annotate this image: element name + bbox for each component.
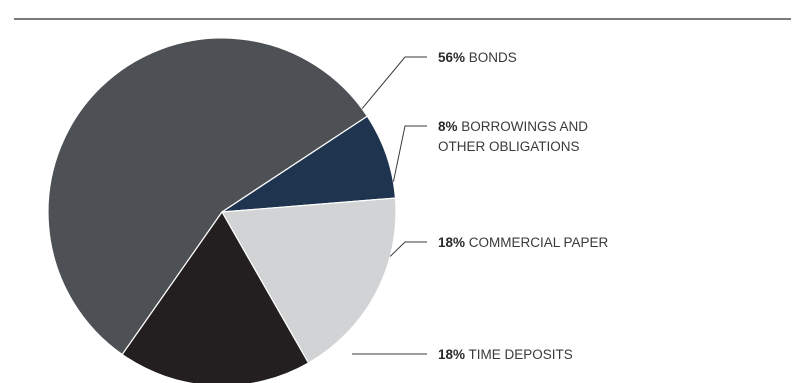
leader-lines — [342, 56, 427, 355]
slice-category: COMMERCIAL PAPER — [465, 235, 609, 250]
slice-label-commercial-paper: 18% COMMERCIAL PAPER — [438, 235, 609, 250]
slice-category: BORROWINGS AND — [458, 119, 589, 134]
slice-label-bonds: 56% BONDS — [438, 50, 517, 65]
slice-label-borrowings-and-other-obligations: 8% BORROWINGS AND — [438, 119, 588, 134]
pie-slice-time-deposits — [121, 211, 310, 383]
leader-line-bonds — [361, 56, 427, 110]
pie-slice-commercial-paper — [221, 197, 397, 364]
slice-label-borrowings-and-other-obligations-line-2: OTHER OBLIGATIONS — [438, 139, 580, 154]
slice-percent: 56% — [438, 50, 465, 65]
slice-category: TIME DEPOSITS — [465, 347, 573, 362]
slice-percent: 8% — [438, 119, 458, 134]
slice-category: BONDS — [465, 50, 517, 65]
leader-line-borrowings-and-other-obligations — [392, 125, 427, 182]
slice-percent: 18% — [438, 347, 465, 362]
pie-slice-bonds — [47, 37, 368, 356]
slice-percent: 18% — [438, 235, 465, 250]
pie-slices — [47, 37, 397, 383]
slice-label-time-deposits: 18% TIME DEPOSITS — [438, 347, 573, 362]
leader-line-commercial-paper — [389, 241, 427, 257]
slice-labels: 56% BONDS 8% BORROWINGS AND OTHER OBLIGATI… — [438, 50, 609, 362]
